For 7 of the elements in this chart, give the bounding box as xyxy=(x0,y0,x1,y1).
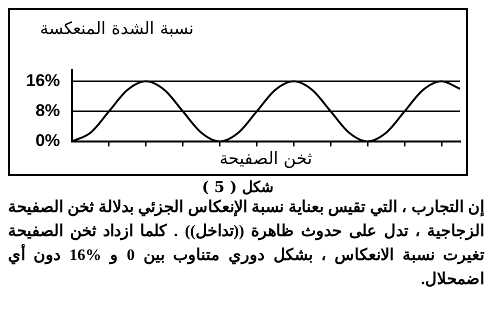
x-axis-title: ثخن الصفيحة xyxy=(219,149,313,170)
y-tick-label: 0% xyxy=(35,131,60,150)
y-axis-title: نسبة الشدة المنعكسة xyxy=(40,18,194,39)
y-tick-label: 8% xyxy=(35,101,60,120)
text: شكل ( 5 ) xyxy=(200,178,276,196)
text: إن التجارب ، التي تقيس بعناية نسبة الإنعكاس الجزئي بدلالة ثخن الصفيحة الزجاجية ، تدل على حدوث ظاهرة ((تداخل)) . كلما ازداد ثخن الصفيحة تغيرت نسبة الانعكاس ، بشكل دوري متناوب بين 0 و %16 دون أي اضمحلال. xyxy=(8,198,484,290)
y-tick-label: 16% xyxy=(26,70,60,90)
